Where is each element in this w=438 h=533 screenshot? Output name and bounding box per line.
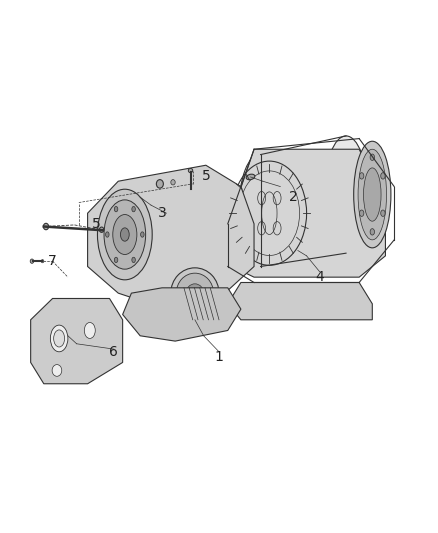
Ellipse shape (364, 168, 381, 221)
Ellipse shape (246, 174, 255, 180)
Ellipse shape (171, 268, 219, 318)
Ellipse shape (176, 273, 214, 313)
Text: 1: 1 (215, 350, 223, 364)
Ellipse shape (120, 228, 129, 241)
Ellipse shape (381, 173, 385, 179)
Text: 2: 2 (289, 190, 298, 204)
Ellipse shape (381, 210, 385, 216)
Text: 5: 5 (201, 169, 210, 183)
Ellipse shape (53, 330, 65, 347)
Ellipse shape (50, 325, 68, 352)
Ellipse shape (353, 141, 391, 248)
Ellipse shape (188, 168, 193, 173)
Ellipse shape (186, 284, 204, 303)
Ellipse shape (156, 180, 163, 188)
Ellipse shape (99, 227, 104, 232)
Text: 3: 3 (158, 206, 166, 220)
Polygon shape (123, 288, 241, 341)
Ellipse shape (370, 229, 374, 235)
Ellipse shape (52, 365, 62, 376)
Ellipse shape (132, 206, 135, 212)
Ellipse shape (360, 173, 364, 179)
Text: 4: 4 (315, 270, 324, 284)
Ellipse shape (370, 154, 374, 160)
Text: 6: 6 (110, 345, 118, 359)
Ellipse shape (141, 232, 144, 237)
Ellipse shape (41, 260, 44, 263)
Ellipse shape (114, 257, 118, 263)
Ellipse shape (324, 136, 368, 253)
Ellipse shape (360, 210, 364, 216)
Ellipse shape (30, 259, 34, 263)
Text: 7: 7 (48, 254, 57, 268)
Polygon shape (31, 298, 123, 384)
Ellipse shape (106, 232, 109, 237)
Ellipse shape (104, 200, 145, 269)
Ellipse shape (43, 223, 49, 230)
Ellipse shape (171, 180, 175, 185)
Polygon shape (88, 165, 254, 309)
Ellipse shape (113, 214, 137, 255)
Ellipse shape (358, 149, 387, 240)
Text: 5: 5 (92, 217, 101, 231)
Polygon shape (228, 282, 372, 320)
Polygon shape (232, 149, 385, 277)
Ellipse shape (132, 257, 135, 263)
Ellipse shape (114, 206, 118, 212)
Ellipse shape (84, 322, 95, 338)
Ellipse shape (97, 189, 152, 280)
